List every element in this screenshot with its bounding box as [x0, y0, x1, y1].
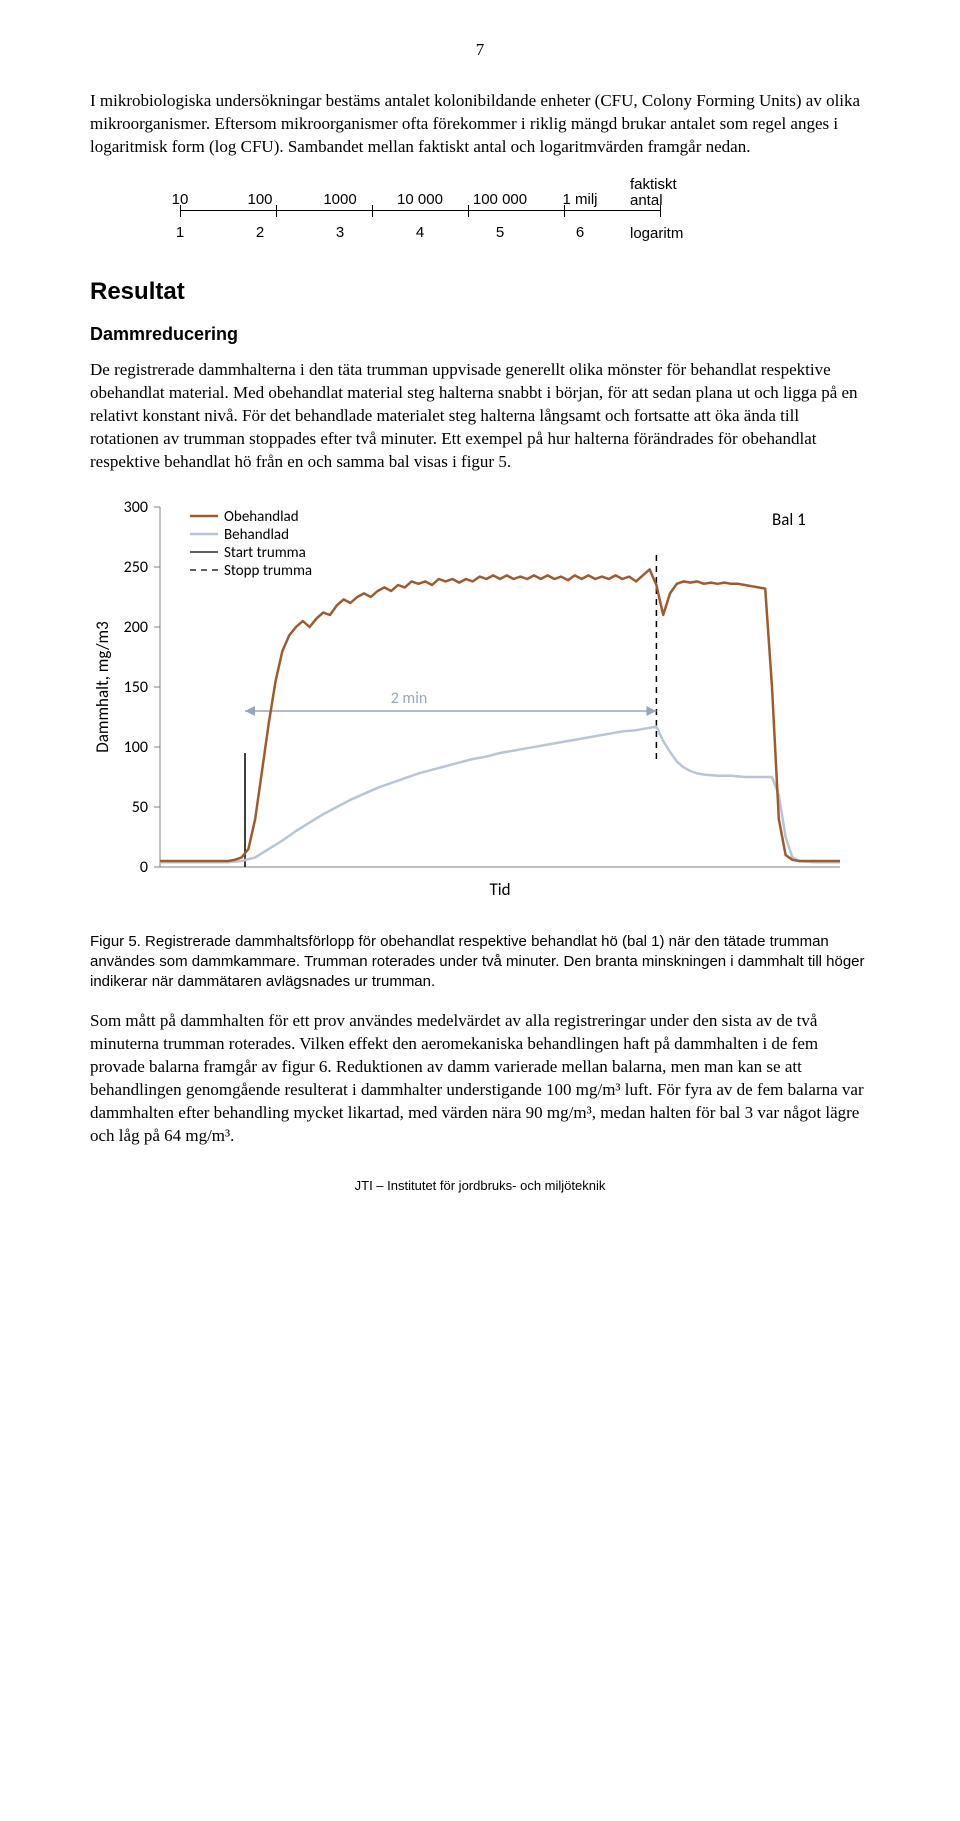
log-scale-top-value: 100 — [220, 189, 300, 210]
svg-text:Behandlad: Behandlad — [224, 526, 289, 544]
svg-text:200: 200 — [124, 618, 148, 637]
log-scale-bottom-value: 4 — [380, 222, 460, 243]
log-scale-bottom-label: logaritm — [620, 226, 700, 243]
paragraph-dammreducering: De registrerade dammhalterna i den täta … — [90, 359, 870, 474]
svg-text:2 min: 2 min — [391, 689, 428, 708]
svg-text:100: 100 — [124, 738, 148, 757]
page-footer: JTI – Institutet för jordbruks- och milj… — [90, 1178, 870, 1193]
svg-text:150: 150 — [124, 678, 148, 697]
svg-text:Obehandlad: Obehandlad — [224, 508, 299, 526]
log-scale-axis — [180, 210, 660, 222]
figure-5-chart: 0 50 100 150 200 250 300 Dammhalt, mg/m3 Tid 2 mi… — [90, 492, 870, 922]
log-scale-bottom-value: 1 — [140, 222, 220, 243]
svg-text:300: 300 — [124, 498, 148, 517]
log-scale-bottom-value: 6 — [540, 222, 620, 243]
figure-5-caption: Figur 5. Registrerade dammhaltsförlopp f… — [90, 932, 870, 993]
log-scale-diagram: 10100100010 000100 0001 miljfaktiskt ant… — [140, 177, 760, 243]
svg-text:50: 50 — [132, 798, 148, 817]
svg-text:Dammhalt, mg/m3: Dammhalt, mg/m3 — [92, 621, 113, 752]
page-number: 7 — [90, 40, 870, 60]
log-scale-bottom-value: 5 — [460, 222, 540, 243]
svg-text:Start trumma: Start trumma — [224, 544, 306, 562]
svg-text:Bal 1: Bal 1 — [772, 509, 806, 530]
svg-text:Tid: Tid — [489, 879, 510, 900]
log-scale-bottom-value: 3 — [300, 222, 380, 243]
heading-dammreducering: Dammreducering — [90, 324, 870, 345]
heading-resultat: Resultat — [90, 278, 870, 306]
svg-text:0: 0 — [140, 858, 148, 877]
log-scale-top-value: 10 000 — [380, 189, 460, 210]
svg-text:Stopp trumma: Stopp trumma — [224, 562, 312, 580]
log-scale-top-value: 100 000 — [460, 189, 540, 210]
paragraph-conclusion: Som mått på dammhalten för ett prov anvä… — [90, 1010, 870, 1148]
log-scale-top-value: 1 milj — [540, 189, 620, 210]
log-scale-top-value: 1000 — [300, 189, 380, 210]
svg-text:250: 250 — [124, 558, 148, 577]
log-scale-bottom-value: 2 — [220, 222, 300, 243]
paragraph-intro: I mikrobiologiska undersökningar bestäms… — [90, 90, 870, 159]
